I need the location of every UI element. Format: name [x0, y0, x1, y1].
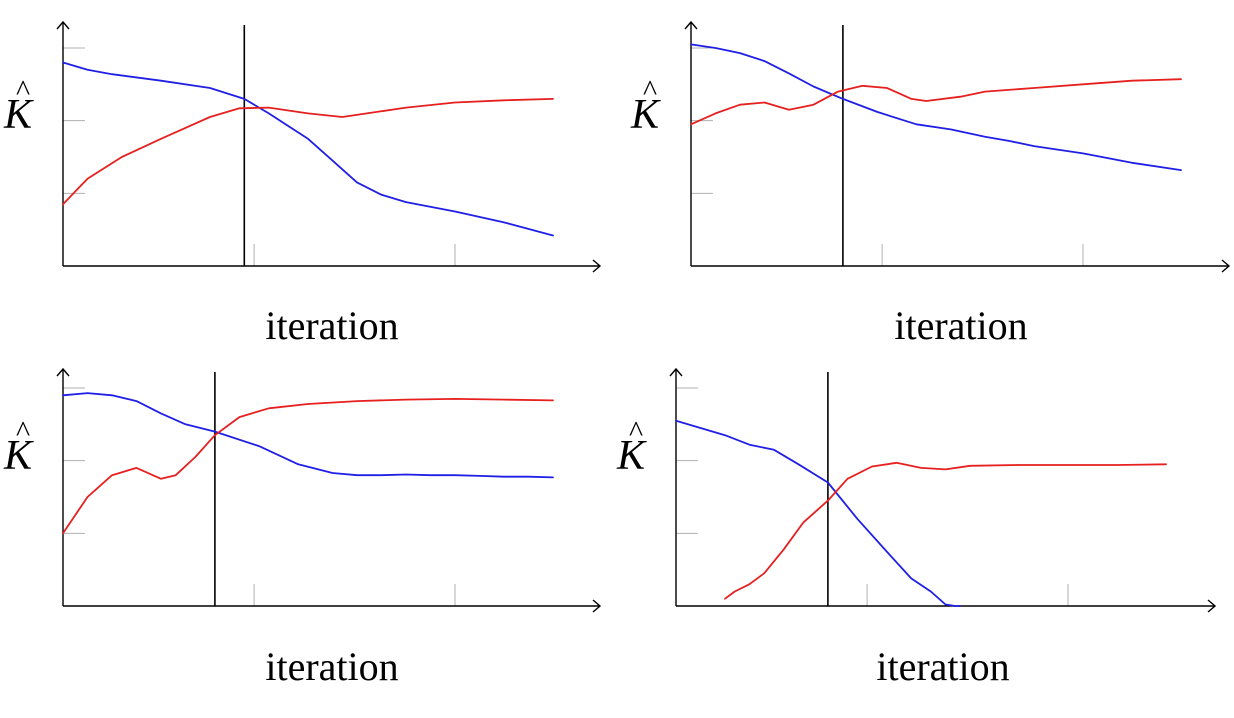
y-axis-label-text-2: K: [631, 92, 660, 138]
y-axis-arrow: [684, 20, 698, 30]
chart-svg-4: [669, 367, 1217, 613]
y-axis-label-accent-4: ^: [629, 415, 644, 448]
series-line-1: [62, 61, 554, 237]
series-line-1: [675, 419, 962, 607]
x-axis-label-1: iteration: [265, 303, 399, 348]
series-line-2: [62, 398, 554, 535]
y-axis-arrow: [56, 20, 70, 30]
chart-svg-1: [56, 20, 602, 273]
chart-panel-1: ^ K iteration: [0, 0, 617, 359]
x-axis-label-4: iteration: [876, 644, 1010, 689]
x-axis-arrow: [592, 259, 602, 273]
y-axis-label-2: ^ K: [631, 76, 660, 138]
y-axis-arrow: [56, 367, 70, 377]
y-axis-label-accent-3: ^: [16, 415, 31, 448]
series-line-1: [62, 392, 554, 479]
y-axis-label-1: ^ K: [4, 76, 33, 138]
series-line-2: [724, 461, 1167, 600]
y-axis-label-4: ^ K: [617, 417, 646, 479]
y-axis-label-3: ^ K: [4, 417, 33, 479]
y-axis-label-text-4: K: [617, 433, 646, 479]
series-line-2: [62, 98, 554, 206]
chart-svg-2: [684, 20, 1231, 273]
series-line-2: [690, 78, 1182, 126]
series-line-1: [690, 43, 1182, 172]
x-axis-arrow: [592, 599, 602, 613]
chart-svg-3: [56, 367, 602, 613]
y-axis-label-text-1: K: [4, 92, 33, 138]
x-axis-label-3: iteration: [265, 644, 399, 689]
x-axis-arrow: [1221, 259, 1231, 273]
y-axis-label-accent-1: ^: [16, 74, 31, 107]
y-axis-arrow: [669, 367, 683, 377]
x-axis-arrow: [1207, 599, 1217, 613]
chart-panel-4: ^ K iteration: [617, 359, 1234, 718]
x-axis-label-2: iteration: [894, 303, 1028, 348]
y-axis-label-accent-2: ^: [643, 74, 658, 107]
chart-panel-3: ^ K iteration: [0, 359, 617, 718]
y-axis-label-text-3: K: [4, 433, 33, 479]
chart-panel-2: ^ K iteration: [617, 0, 1234, 359]
